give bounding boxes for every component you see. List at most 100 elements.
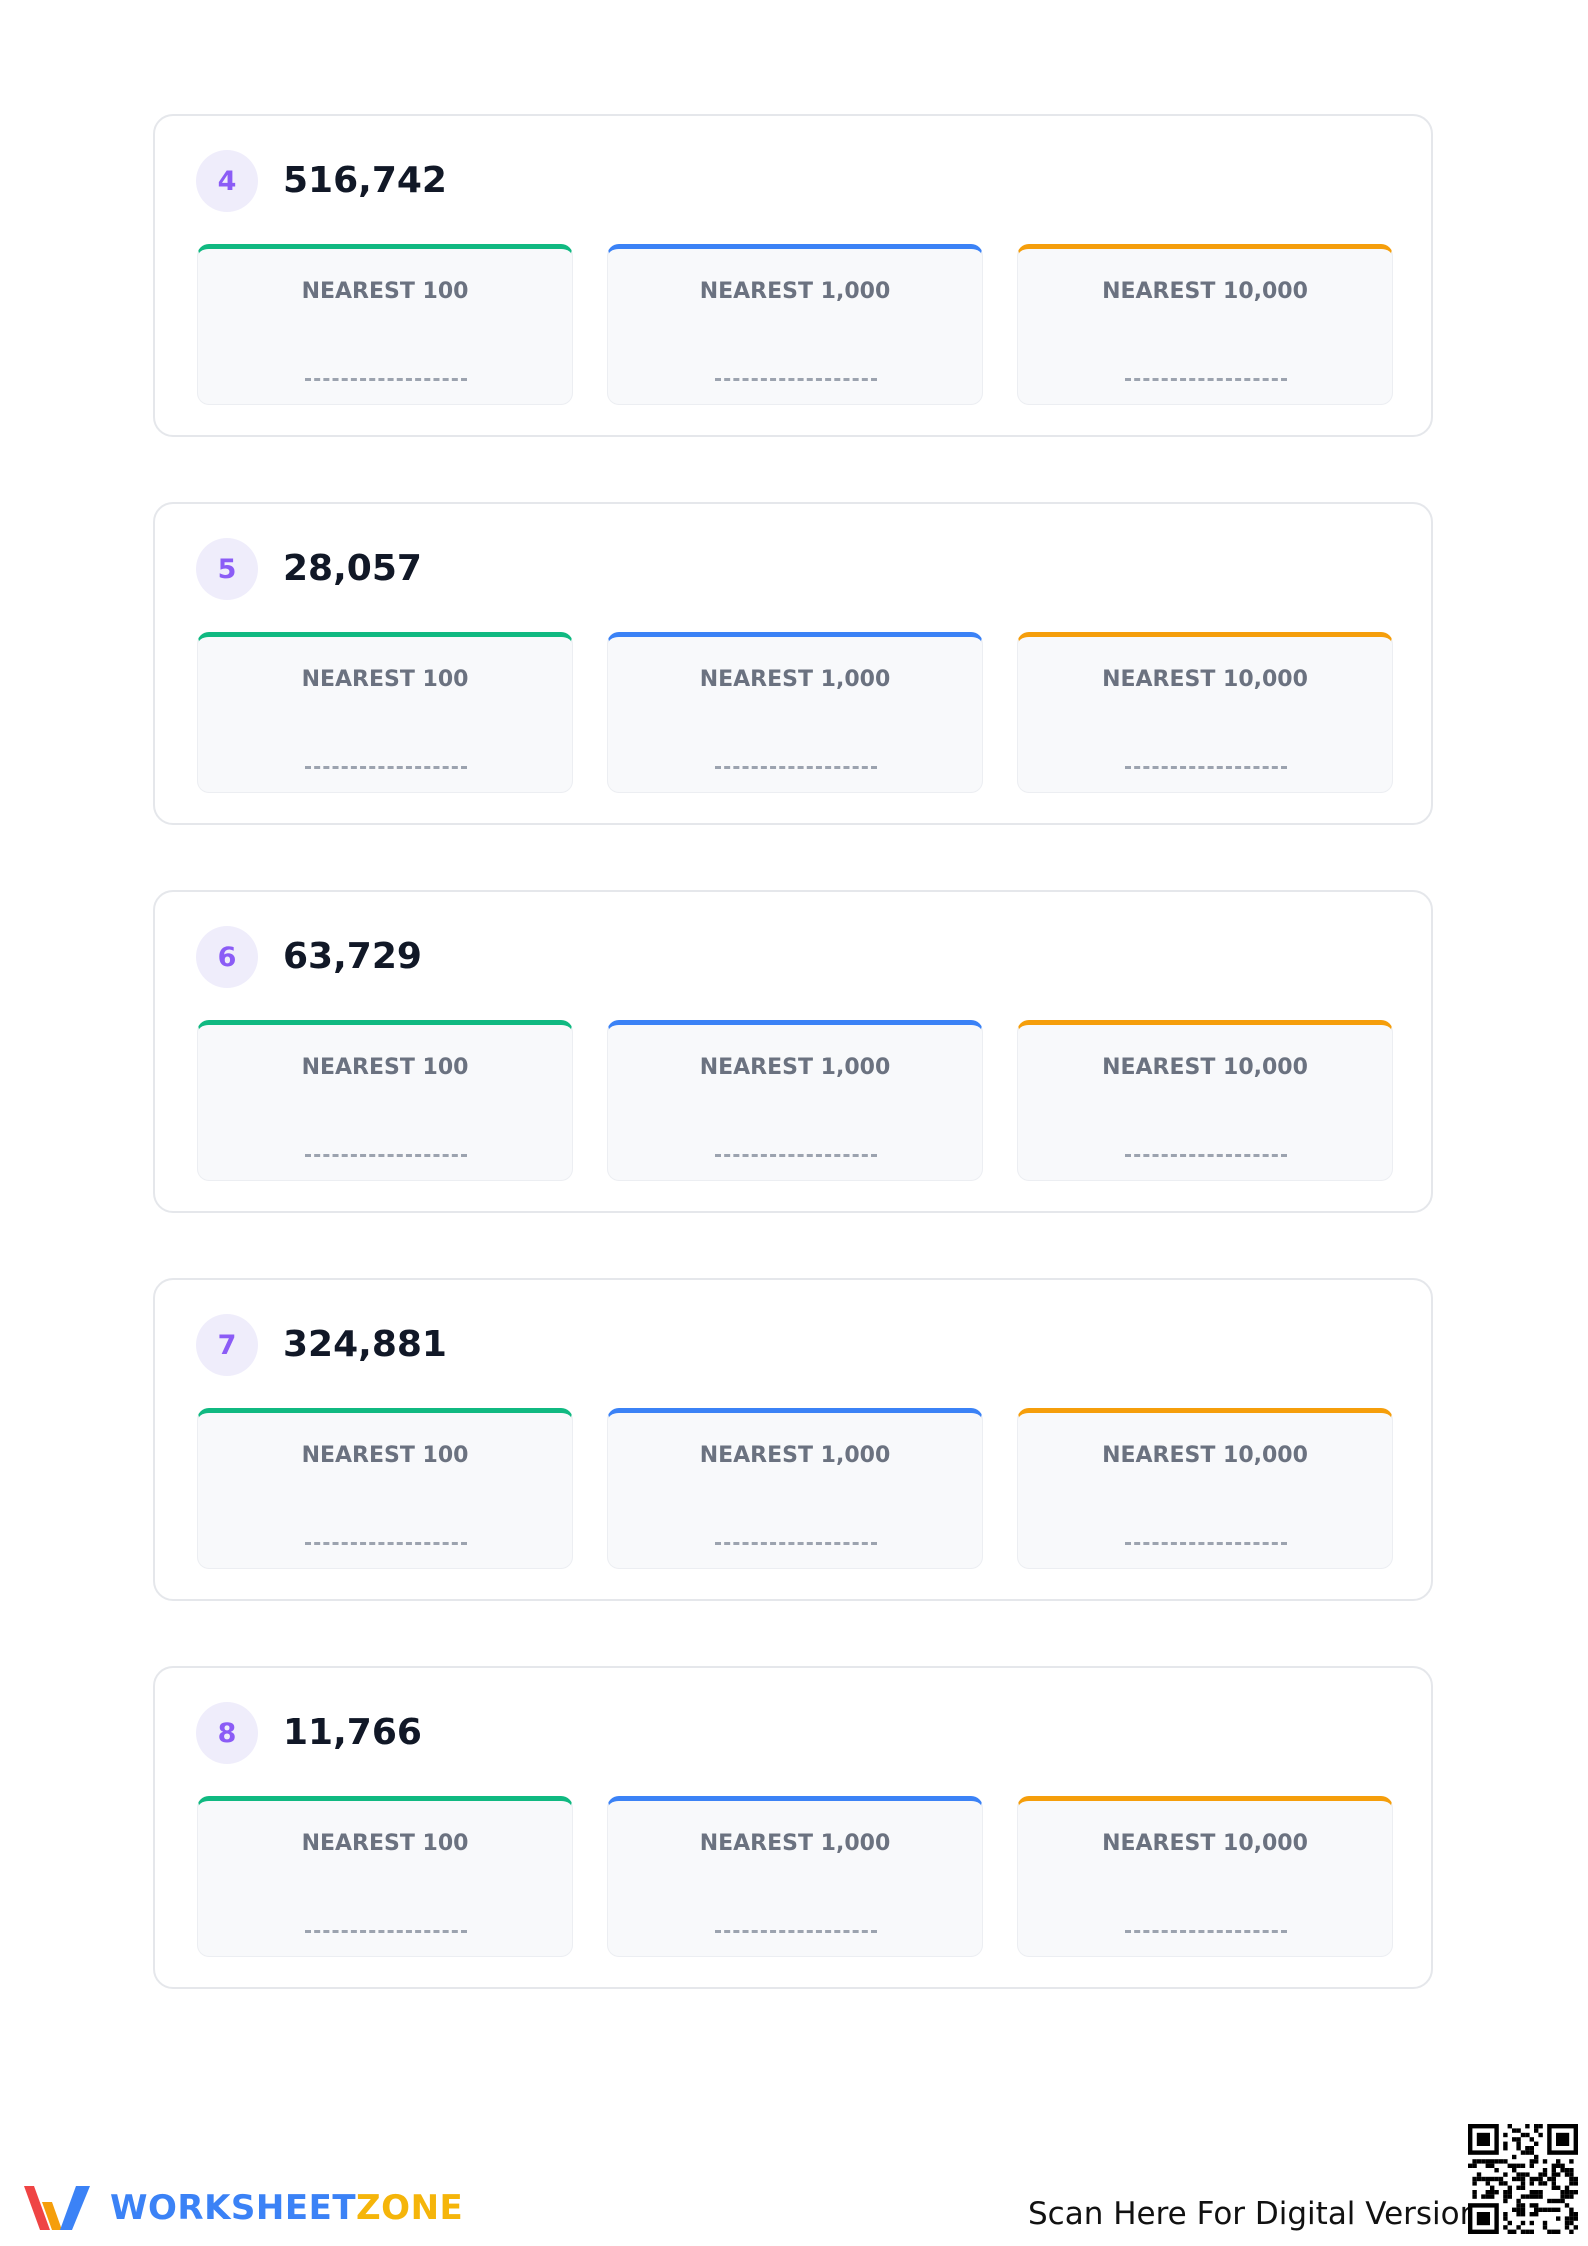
qr-module — [1556, 2198, 1561, 2204]
qr-module — [1573, 2190, 1578, 2195]
answer-blank — [715, 1542, 877, 1545]
answer-blank — [305, 378, 467, 381]
answer-label: NEAREST 1,000 — [699, 279, 891, 304]
qr-module — [1529, 2203, 1534, 2208]
qr-module — [1547, 2229, 1552, 2234]
problem-index: 6 — [196, 926, 258, 988]
qr-module — [1564, 2185, 1570, 2190]
qr-module — [1556, 2132, 1570, 2146]
qr-module — [1569, 2168, 1574, 2173]
qr-module — [1503, 2194, 1508, 2199]
answer-blank — [305, 1930, 467, 1933]
scan-text: Scan Here For Digital Version — [1028, 2196, 1480, 2232]
qr-module — [1556, 2185, 1561, 2190]
qr-module — [1512, 2168, 1517, 2173]
qr-module — [1556, 2207, 1561, 2212]
qr-module — [1468, 2163, 1473, 2168]
qr-module — [1494, 2176, 1499, 2182]
qr-module — [1516, 2141, 1521, 2146]
qr-module — [1516, 2185, 1521, 2190]
problem-index: 4 — [196, 150, 258, 212]
qr-module — [1534, 2176, 1539, 2182]
qr-module — [1520, 2229, 1526, 2234]
answer-box: NEAREST 1,000 — [607, 632, 983, 793]
qr-module — [1560, 2198, 1565, 2204]
qr-module — [1503, 2190, 1508, 2195]
qr-module — [1573, 2176, 1578, 2182]
qr-module — [1560, 2163, 1565, 2168]
problem-index: 8 — [196, 1702, 258, 1764]
answer-label: NEAREST 100 — [301, 1831, 469, 1856]
qr-module — [1564, 2225, 1570, 2230]
qr-module — [1542, 2220, 1548, 2226]
qr-module — [1481, 2176, 1486, 2182]
qr-module — [1481, 2159, 1486, 2164]
qr-module — [1564, 2168, 1570, 2173]
qr-module — [1498, 2159, 1504, 2164]
problem-index: 7 — [196, 1314, 258, 1376]
brand-part: ZONE — [356, 2188, 464, 2228]
qr-module — [1551, 2198, 1556, 2204]
qr-module — [1569, 2207, 1574, 2212]
answer-blank — [715, 1154, 877, 1157]
problem-card: 8 11,766 NEAREST 100 NEAREST 1,000 NEAREST 1… — [153, 1666, 1433, 1989]
qr-module — [1494, 2190, 1499, 2195]
qr-module — [1498, 2181, 1504, 2186]
qr-module — [1503, 2141, 1508, 2146]
qr-module — [1551, 2207, 1556, 2212]
qr-module — [1520, 2132, 1526, 2138]
qr-module — [1503, 2212, 1508, 2217]
qr-module — [1512, 2163, 1517, 2168]
qr-module — [1516, 2212, 1521, 2217]
problem-card: 5 28,057 NEAREST 100 NEAREST 1,000 NEAREST 1… — [153, 502, 1433, 825]
answer-box: NEAREST 100 — [197, 1020, 573, 1181]
qr-module — [1551, 2176, 1556, 2182]
qr-module — [1516, 2225, 1521, 2230]
qr-module — [1564, 2216, 1570, 2221]
qr-module — [1529, 2146, 1534, 2151]
qr-module — [1485, 2190, 1490, 2195]
qr-module — [1542, 2168, 1548, 2173]
qr-module — [1512, 2154, 1517, 2160]
qr-module — [1556, 2229, 1561, 2234]
qr-module — [1551, 2168, 1556, 2173]
qr-module — [1485, 2194, 1490, 2199]
answer-box: NEAREST 100 — [197, 244, 573, 405]
qr-module — [1529, 2212, 1534, 2217]
qr-module — [1472, 2194, 1477, 2199]
qr-module — [1534, 2194, 1539, 2199]
answer-box: NEAREST 1,000 — [607, 1408, 983, 1569]
qr-module — [1569, 2216, 1574, 2221]
answer-blank — [715, 378, 877, 381]
problem-number: 11,766 — [283, 1712, 422, 1753]
qr-module — [1520, 2203, 1526, 2208]
qr-module — [1529, 2176, 1534, 2182]
answer-label: NEAREST 100 — [301, 1443, 469, 1468]
qr-module — [1516, 2172, 1521, 2177]
qr-module — [1520, 2181, 1526, 2186]
qr-module — [1485, 2181, 1490, 2186]
qr-module — [1525, 2124, 1530, 2129]
qr-module — [1564, 2194, 1570, 2199]
answer-box: NEAREST 100 — [197, 632, 573, 793]
qr-module — [1516, 2176, 1521, 2182]
answer-label: NEAREST 10,000 — [1102, 1055, 1308, 1080]
qr-module — [1538, 2190, 1543, 2195]
qr-module — [1490, 2194, 1495, 2199]
qr-module — [1476, 2132, 1490, 2146]
problem-number: 63,729 — [283, 936, 422, 977]
qr-module — [1520, 2220, 1526, 2226]
problem-card: 4 516,742 NEAREST 100 NEAREST 1,000 NEAREST … — [153, 114, 1433, 437]
qr-module — [1551, 2185, 1556, 2190]
qr-module — [1498, 2176, 1504, 2182]
qr-module — [1516, 2207, 1521, 2212]
qr-module — [1525, 2229, 1530, 2234]
qr-module — [1494, 2159, 1499, 2164]
qr-module — [1485, 2176, 1490, 2182]
answer-box: NEAREST 100 — [197, 1408, 573, 1569]
qr-module — [1520, 2163, 1526, 2168]
qr-module — [1472, 2159, 1477, 2164]
qr-module — [1507, 2229, 1512, 2234]
qr-module — [1569, 2229, 1574, 2234]
qr-module — [1520, 2207, 1526, 2212]
